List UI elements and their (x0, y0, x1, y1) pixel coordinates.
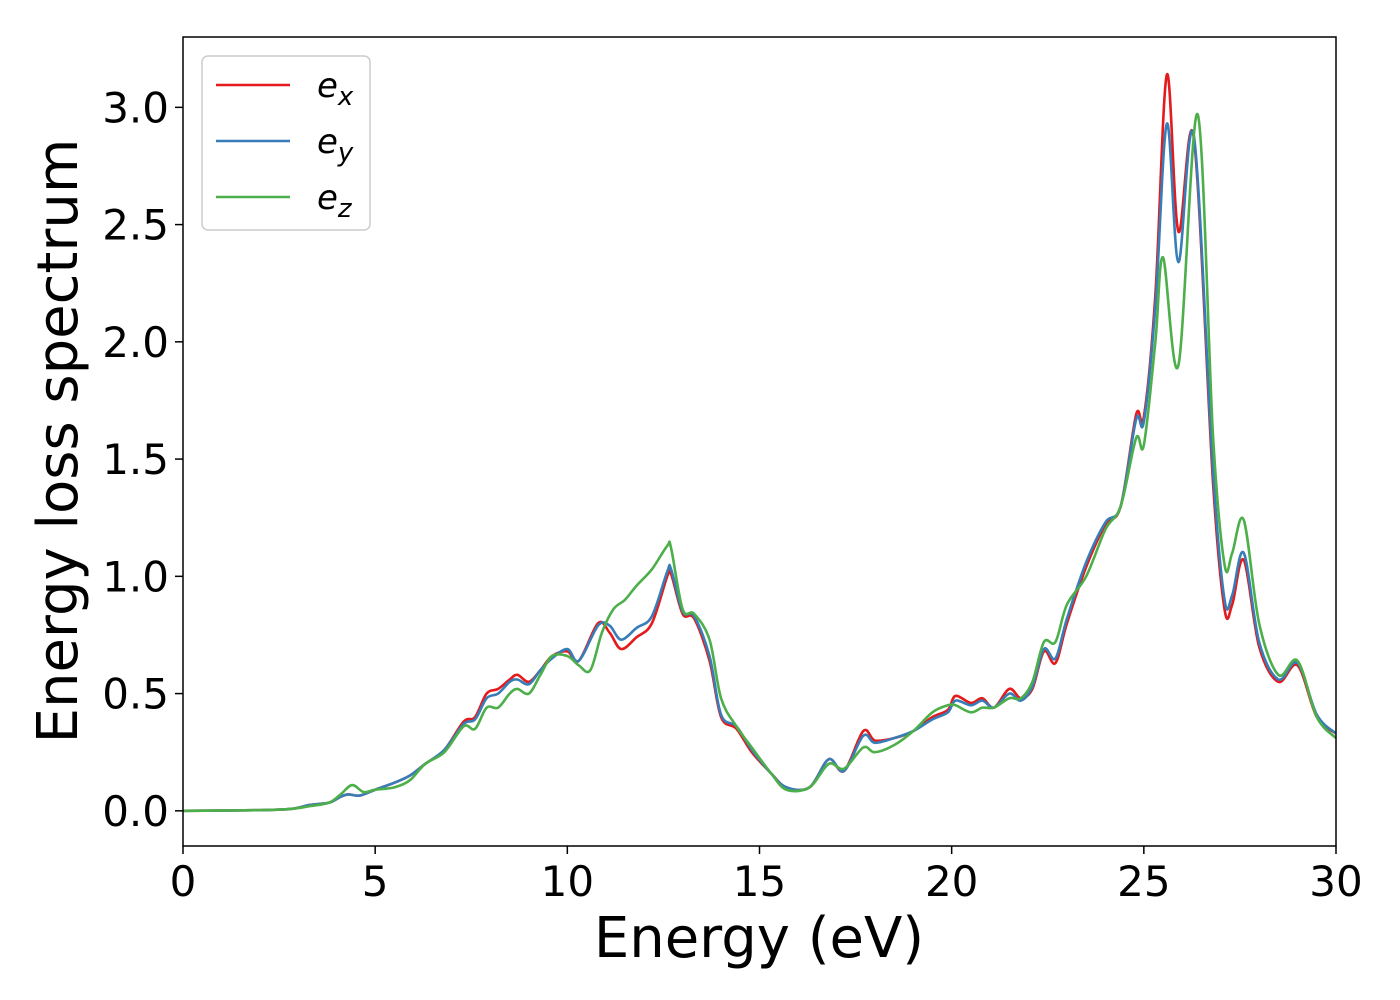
series-layer (183, 73, 1336, 813)
x-tick-label: 0 (170, 857, 197, 906)
x-tick-label: 5 (362, 857, 389, 906)
y-tick-label: 2.0 (102, 318, 169, 367)
x-axis: 0 5 10 15 20 25 30 (170, 846, 1363, 906)
y-axis: 0.0 0.5 1.0 1.5 2.0 2.5 3.0 (102, 83, 183, 836)
y-tick-label: 1.0 (102, 552, 169, 601)
legend-label: ex (317, 66, 354, 112)
y-tick-label: 2.5 (102, 201, 169, 250)
x-tick-label: 25 (1117, 857, 1170, 906)
y-tick-label: 1.5 (102, 435, 169, 484)
y-axis-label: Energy loss spectrum (26, 139, 91, 744)
y-tick-label: 0.0 (102, 787, 169, 836)
legend-box (201, 55, 371, 231)
x-axis-label: Energy (eV) (594, 906, 924, 971)
series-line-e-z (183, 113, 1336, 813)
x-tick-label: 10 (541, 857, 594, 906)
series-line-e-y (183, 122, 1336, 813)
y-tick-label: 3.0 (102, 83, 169, 132)
legend-label: ez (317, 178, 353, 224)
x-tick-label: 15 (733, 857, 786, 906)
legend-label: ey (317, 122, 354, 168)
x-tick-label: 20 (925, 857, 978, 906)
plot-area (182, 36, 1337, 847)
y-tick-label: 0.5 (102, 670, 169, 719)
legend: ex ey ez (201, 55, 371, 231)
x-tick-label: 30 (1309, 857, 1362, 906)
